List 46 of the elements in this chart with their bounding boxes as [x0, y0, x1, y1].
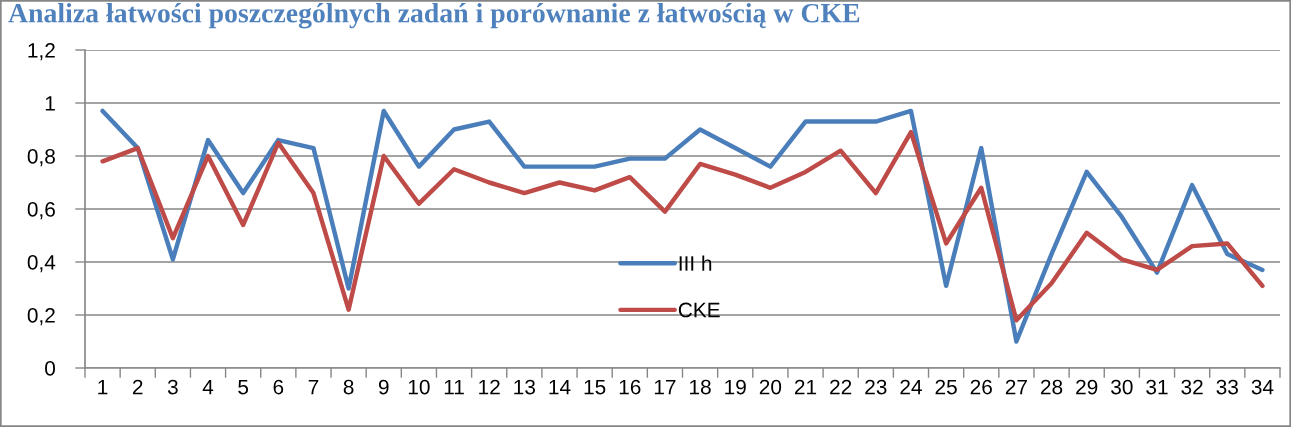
y-tick-label: 0,2	[27, 308, 55, 326]
x-tick-label: 26	[970, 379, 992, 395]
chart-title: Analiza łatwości poszczególnych zadań i porównanie z łatwością w CKE	[8, 3, 860, 29]
x-tick-label: 11	[444, 379, 464, 395]
y-tick-label: 0	[45, 361, 56, 376]
x-tick-label: 29	[1076, 379, 1098, 395]
x-tick-label: 16	[619, 379, 641, 395]
x-tick-label: 9	[378, 379, 389, 395]
x-tick-label: 30	[1111, 379, 1133, 395]
x-tick-label: 21	[794, 379, 817, 395]
x-tick-label: 17	[654, 379, 676, 395]
line-series	[100, 108, 1265, 344]
x-tick-label: 22	[830, 379, 852, 395]
x-tick-label: 8	[343, 379, 354, 395]
legend-label: III h	[679, 255, 712, 271]
x-tick-label: 1	[98, 379, 108, 395]
x-tick-label: 19	[725, 379, 746, 395]
y-tick-label: 0,8	[27, 149, 55, 167]
x-tick-label: 31	[1146, 379, 1168, 395]
x-tick-label: 6	[273, 379, 284, 395]
y-tick-label: 1	[45, 96, 55, 111]
x-tick-label: 7	[308, 379, 319, 395]
x-tick-label: 18	[690, 379, 711, 395]
y-tick-label: 0,4	[27, 255, 56, 273]
line-series	[100, 129, 1265, 323]
x-tick-label: 24	[900, 379, 922, 395]
y-tick-label: 1,2	[28, 43, 55, 61]
x-tick-label: 10	[408, 379, 430, 395]
x-tick-label: 3	[167, 379, 178, 395]
x-tick-label: 2	[132, 379, 143, 395]
x-tick-label: 34	[1251, 379, 1274, 395]
x-tick-label: 32	[1181, 379, 1203, 395]
x-tick-label: 13	[514, 379, 536, 395]
x-tick-label: 23	[865, 379, 887, 395]
x-tick-label: 5	[238, 379, 249, 395]
x-tick-label: 14	[549, 379, 571, 395]
legend-label: CKE	[678, 302, 720, 318]
x-tick-label: 25	[935, 379, 957, 395]
y-tick-label: 0,6	[27, 202, 55, 220]
x-tick-label: 20	[759, 379, 782, 395]
x-tick-label: 4	[202, 379, 214, 395]
x-tick-label: 12	[479, 379, 500, 395]
x-tick-label: 15	[584, 379, 606, 395]
x-tick-label: 28	[1041, 379, 1063, 395]
x-tick-label: 33	[1216, 379, 1238, 395]
x-tick-label: 27	[1005, 379, 1027, 395]
